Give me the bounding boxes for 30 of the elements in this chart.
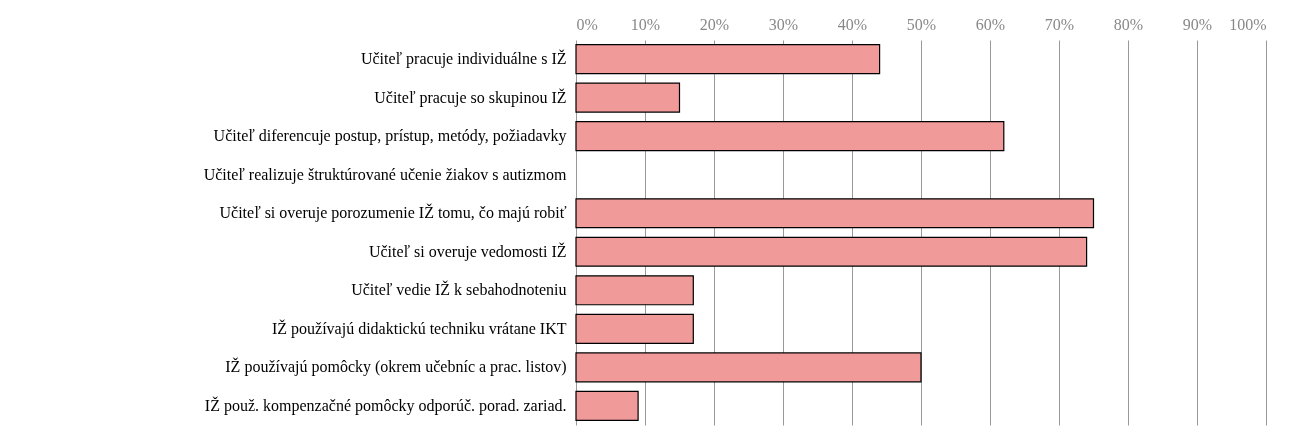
bar: [575, 198, 1095, 229]
bar: [575, 390, 639, 421]
x-tick-label: 20%: [699, 15, 730, 33]
bar: [575, 236, 1088, 267]
x-tick-label: 30%: [768, 15, 799, 33]
y-tick-label: IŽ používajú didaktickú techniku vrátane IKT: [271, 318, 567, 338]
y-tick-label: Učiteľ vedie IŽ k sebahodnoteniu: [351, 280, 567, 299]
x-tick-label: 10%: [630, 15, 661, 33]
y-tick-label: Učiteľ diferencuje postup, prístup, metódy, požiadavky: [213, 127, 567, 146]
y-tick-label: Učiteľ pracuje so skupinou IŽ: [374, 87, 567, 107]
bar: [575, 121, 1005, 152]
x-tick-label: 100%: [1229, 15, 1267, 33]
x-tick-label: 0%: [576, 15, 598, 33]
y-tick-label: IŽ použ. kompenzačné pomôcky odporúč. porad. zariad.: [204, 395, 567, 415]
bar: [575, 313, 694, 344]
bar: [575, 44, 881, 75]
x-tick-label: 80%: [1113, 15, 1144, 33]
x-tick-label: 70%: [1044, 15, 1075, 33]
bar: [575, 352, 922, 383]
y-tick-label: Učiteľ realizuje štruktúrované učenie žiakov s autizmom: [203, 165, 568, 184]
bar: [575, 82, 681, 113]
y-tick-label: Učiteľ pracuje individuálne s IŽ: [360, 49, 567, 69]
x-tick-label: 50%: [906, 15, 937, 33]
x-tick-label: 60%: [975, 15, 1006, 33]
bar: [575, 275, 694, 306]
y-tick-label: IŽ používajú pomôcky (okrem učebníc a prac. listov): [225, 357, 567, 377]
x-tick-label: 90%: [1182, 15, 1213, 33]
y-tick-label: Učiteľ si overuje porozumenie IŽ tomu, čo majú robiť: [219, 203, 567, 223]
y-tick-label: Učiteľ si overuje vedomosti IŽ: [368, 241, 567, 261]
x-tick-label: 40%: [837, 15, 868, 33]
